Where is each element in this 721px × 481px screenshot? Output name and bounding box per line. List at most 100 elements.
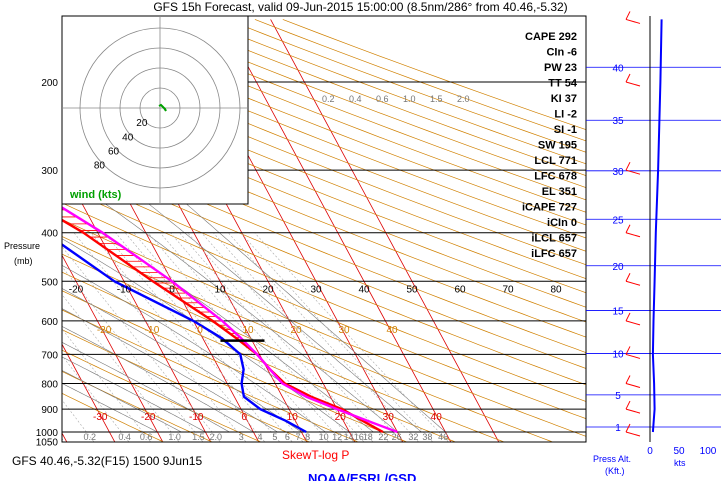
mixing-ratio-label: 14 [344, 432, 354, 442]
pressure-tick-label: 800 [41, 379, 58, 390]
temp-label-mid: -10 [145, 325, 160, 336]
pressure-tick-label: 200 [41, 78, 58, 89]
isotherm-line [0, 19, 20, 444]
dry-adiabat [62, 44, 586, 252]
dry-adiabat [62, 32, 586, 239]
temp-label-lower: -20 [141, 412, 156, 423]
mixing-ratio-label-upper: 0.2 [322, 94, 335, 104]
hodograph-ring-label: 60 [108, 146, 120, 157]
temp-label-mid: 40 [387, 325, 399, 336]
moist-adiabat [62, 238, 350, 433]
height-tick-label: 10 [612, 349, 624, 360]
mixing-ratio-label-upper: 0.4 [349, 94, 362, 104]
mixing-ratio-line [62, 246, 221, 442]
dry-adiabat [143, 19, 586, 188]
temperature-labels: -20 -10 0 10 20 30 40 50 60 70 80-20 -10 0 10 20 30 40-4… [69, 284, 562, 423]
temp-label-lower: 10 [287, 412, 299, 423]
index-tt: TT 54 [548, 78, 578, 90]
wind-barb-staff [625, 320, 641, 326]
wind-barb-staff [625, 81, 641, 87]
dry-adiabat [198, 19, 586, 165]
temp-label-upper: 80 [550, 284, 562, 295]
temp-label-upper: 60 [454, 284, 466, 295]
temp-label-upper: 10 [214, 284, 226, 295]
temp-label-upper: -10 [117, 284, 132, 295]
height-tick-label: 25 [612, 215, 624, 226]
index-sw: SW 195 [538, 140, 577, 152]
index-cin: CIn -6 [546, 47, 577, 59]
pressure-tick-label: 1000 [36, 428, 59, 439]
wind-speed-panel: 0 50 100 kts [647, 16, 717, 468]
mixing-ratio-label: 2.0 [209, 432, 222, 442]
wind-barb-staff [625, 382, 641, 388]
wind-barb-flag [625, 224, 631, 233]
pressure-tick-label: 400 [41, 229, 58, 240]
dry-adiabat [62, 271, 457, 442]
temp-label-upper: -20 [69, 284, 84, 295]
index-icin: iCIn 0 [547, 217, 577, 229]
dry-adiabat [62, 186, 586, 402]
dry-adiabat [115, 19, 586, 201]
wind-barb-flag [625, 73, 631, 83]
moist-adiabat [62, 341, 230, 433]
footer-run-info: GFS 40.46,-5.32(F15) 1500 9Jun15 [12, 454, 202, 468]
mixing-ratio-line [62, 266, 204, 442]
temp-label-mid: -20 [97, 325, 112, 336]
index-si: SI -1 [554, 124, 577, 136]
moist-adiabat [62, 370, 182, 433]
mixing-ratio-line [227, 232, 420, 442]
height-tick-label: 1 [615, 423, 621, 434]
temp-label-upper: 20 [262, 284, 274, 295]
hodograph-ring-label: 40 [122, 132, 134, 143]
temp-label-upper: 40 [358, 284, 370, 295]
height-tick-label: 15 [612, 306, 624, 317]
dry-adiabat [62, 20, 586, 226]
mixing-ratio-label: 38 [422, 432, 432, 442]
mixing-ratio-line [254, 232, 449, 442]
temp-label-upper: 0 [169, 284, 175, 295]
series-line-parcel [62, 206, 398, 434]
index-ilfc: iLFC 657 [531, 248, 577, 260]
wind-barb-flag [625, 400, 631, 410]
page-title: GFS 15h Forecast, valid 09-Jun-2015 15:0… [153, 0, 568, 14]
height-axis-label: Press Alt. [593, 454, 631, 464]
mixing-ratio-label: 0.6 [140, 432, 153, 442]
index-pw: PW 23 [544, 62, 577, 74]
wind-barb-staff [625, 280, 641, 286]
pressure-tick-label: 900 [41, 405, 58, 416]
temp-label-lower: 0 [241, 412, 247, 423]
mixing-ratio-label-upper: 0.6 [376, 94, 389, 104]
dry-adiabat [62, 219, 586, 437]
temp-label-lower: 30 [383, 412, 395, 423]
dry-adiabat [254, 19, 586, 142]
height-tick-label: 30 [612, 167, 624, 178]
indices-panel: CAPE 292 CIn -6 PW 23 TT 54 KI 37 LI -2 SI -1 S… [522, 31, 578, 260]
moist-adiabat [62, 326, 254, 433]
hodograph-trace [158, 103, 167, 112]
temp-label-mid: 10 [243, 325, 255, 336]
index-el: EL 351 [542, 186, 577, 198]
wind-barb-flag [625, 11, 631, 20]
plot-area: 0.1 0.2 0.4 0.6 1.0 1.5 2.0 3 4 5 6 7 8 10 12 14 16 18 22 2… [0, 19, 586, 444]
moist-adiabat [62, 356, 206, 433]
temp-label-lower: -10 [189, 412, 204, 423]
mixing-ratio-line [240, 232, 434, 442]
temp-label-upper: 30 [310, 284, 322, 295]
isotherm-line [62, 254, 164, 442]
mixing-ratio-line [170, 232, 355, 442]
mixing-ratio-label: 16 [354, 432, 364, 442]
mixing-ratio-label-upper: 2.0 [457, 94, 470, 104]
moist-adiabat [62, 265, 326, 433]
hodograph-ring [99, 47, 221, 169]
footer: GFS 40.46,-5.32(F15) 1500 9Jun15 SkewT-lo… [12, 448, 416, 481]
height-tick-label: 5 [615, 391, 621, 402]
wind-barb-flag [625, 312, 631, 322]
pressure-tick-label: 600 [41, 317, 58, 328]
height-tick-label: 20 [612, 262, 624, 273]
wind-barb-staff [625, 408, 641, 414]
hodograph-label: wind (kts) [69, 189, 122, 201]
pressure-tick-label: 700 [41, 350, 58, 361]
wind-barb-flag [625, 375, 631, 384]
mixing-ratio-label: 12 [332, 432, 342, 442]
temp-label-lower: 20 [335, 412, 347, 423]
